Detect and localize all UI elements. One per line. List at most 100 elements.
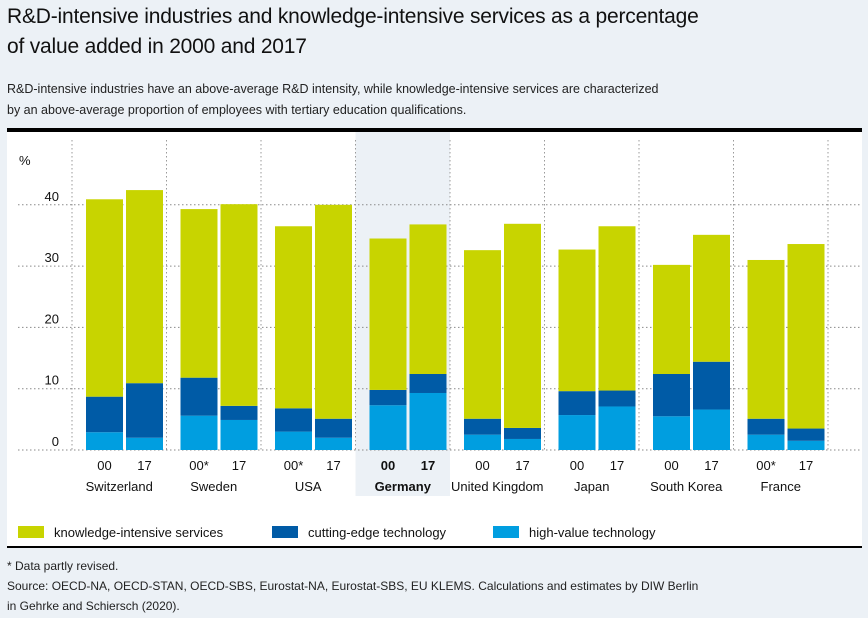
bar-segment-knowledge-intensive-services-japan-00 — [558, 249, 596, 392]
x-tick-label: 00 — [381, 458, 395, 473]
group-label: South Korea — [650, 479, 723, 494]
x-tick-label: 17 — [515, 458, 529, 473]
legend-label-high-value-technology: high-value technology — [529, 524, 656, 540]
chart-subtitle-line-1: R&D-intensive industries have an above-a… — [7, 82, 659, 96]
panel-bottom-rule — [7, 546, 862, 548]
x-tick-label: 17 — [137, 458, 151, 473]
bar-segment-cutting-edge-technology-germany-17 — [409, 373, 447, 393]
bar-segment-knowledge-intensive-services-germany-17 — [409, 224, 447, 374]
x-tick-label: 00* — [284, 458, 304, 473]
bar-segment-high-value-technology-usa-17 — [315, 437, 352, 450]
bar-segment-high-value-technology-south-korea-00 — [653, 416, 690, 450]
bar-segment-high-value-technology-germany-17 — [409, 392, 447, 450]
y-tick-label: 40 — [45, 189, 59, 204]
group-label: France — [761, 479, 801, 494]
bar-segment-high-value-technology-germany-00 — [369, 405, 407, 450]
bar-segment-high-value-technology-united-kingdom-17 — [504, 438, 541, 450]
bar-segment-knowledge-intensive-services-usa-17 — [315, 204, 352, 419]
bar-segment-high-value-technology-usa-00 — [275, 431, 312, 450]
bar-segment-knowledge-intensive-services-south-korea-17 — [693, 234, 730, 362]
group-label: United Kingdom — [451, 479, 544, 494]
x-tick-label: 00 — [475, 458, 489, 473]
y-tick-label: 20 — [45, 311, 59, 326]
bar-segment-knowledge-intensive-services-united-kingdom-17 — [504, 223, 541, 428]
bar-segment-cutting-edge-technology-germany-00 — [369, 389, 407, 406]
y-tick-label: 30 — [45, 250, 59, 265]
bar-segment-high-value-technology-switzerland-00 — [86, 432, 123, 450]
footnote-revised: * Data partly revised. — [7, 559, 119, 573]
x-tick-label: 17 — [799, 458, 813, 473]
legend-label-knowledge-intensive-services: knowledge-intensive services — [54, 524, 224, 540]
bar-segment-high-value-technology-france-00 — [747, 434, 785, 450]
bar-segment-knowledge-intensive-services-usa-00 — [275, 226, 312, 409]
chart-subtitle-line-2: by an above-average proportion of employ… — [7, 103, 467, 117]
bar-segment-cutting-edge-technology-usa-00 — [275, 408, 312, 432]
y-axis-unit-label: % — [19, 153, 31, 168]
x-tick-label: 17 — [232, 458, 246, 473]
x-tick-label: 17 — [704, 458, 718, 473]
bar-segment-high-value-technology-japan-17 — [598, 406, 636, 450]
y-tick-label: 0 — [52, 434, 59, 449]
legend-item-knowledge-intensive-services: knowledge-intensive services — [18, 521, 223, 543]
bar-segment-cutting-edge-technology-japan-17 — [598, 390, 636, 407]
source-line-2: in Gehrke and Schiersch (2020). — [7, 599, 180, 613]
bar-segment-cutting-edge-technology-switzerland-17 — [126, 383, 163, 438]
x-tick-label: 00* — [189, 458, 209, 473]
bar-segment-knowledge-intensive-services-germany-00 — [369, 238, 407, 390]
y-tick-label: 10 — [45, 373, 59, 388]
group-label: Switzerland — [86, 479, 153, 494]
bar-segment-cutting-edge-technology-usa-17 — [315, 418, 352, 438]
bar-segment-knowledge-intensive-services-switzerland-00 — [86, 199, 123, 397]
legend-swatch-high-value-technology — [493, 526, 519, 538]
chart-title: R&D-intensive industries and knowledge-i… — [7, 2, 857, 62]
bar-segment-knowledge-intensive-services-france-00 — [747, 259, 785, 419]
bar-segment-cutting-edge-technology-united-kingdom-00 — [464, 418, 501, 435]
bar-segment-knowledge-intensive-services-united-kingdom-00 — [464, 250, 501, 419]
bar-segment-knowledge-intensive-services-japan-17 — [598, 226, 636, 391]
legend-item-high-value-technology: high-value technology — [493, 521, 655, 543]
x-tick-label: 17 — [326, 458, 340, 473]
bar-segment-cutting-edge-technology-france-17 — [787, 428, 825, 441]
group-label: Germany — [375, 479, 432, 494]
bar-segment-cutting-edge-technology-south-korea-00 — [653, 373, 690, 417]
chart-title-line-2: of value added in 2000 and 2017 — [7, 35, 307, 58]
bar-segment-high-value-technology-switzerland-17 — [126, 437, 163, 450]
bar-segment-knowledge-intensive-services-south-korea-00 — [653, 264, 690, 374]
bar-segment-cutting-edge-technology-south-korea-17 — [693, 361, 730, 410]
source-line-1: Source: OECD-NA, OECD-STAN, OECD-SBS, Eu… — [7, 579, 699, 593]
bar-segment-knowledge-intensive-services-france-17 — [787, 244, 825, 429]
bar-segment-cutting-edge-technology-united-kingdom-17 — [504, 427, 541, 439]
chart-legend: knowledge-intensive services cutting-edg… — [7, 521, 862, 543]
bar-segment-cutting-edge-technology-france-00 — [747, 418, 785, 435]
legend-swatch-cutting-edge-technology — [272, 526, 298, 538]
x-tick-label: 00 — [570, 458, 584, 473]
bar-segment-knowledge-intensive-services-switzerland-17 — [126, 190, 163, 384]
bar-segment-cutting-edge-technology-sweden-00 — [180, 377, 218, 416]
bar-segment-high-value-technology-sweden-00 — [180, 415, 218, 450]
chart-title-line-1: R&D-intensive industries and knowledge-i… — [7, 5, 699, 28]
x-tick-label: 17 — [421, 458, 435, 473]
x-tick-label: 00* — [756, 458, 776, 473]
bar-segment-cutting-edge-technology-switzerland-00 — [86, 396, 123, 433]
bar-segment-high-value-technology-south-korea-17 — [693, 409, 730, 450]
bar-segment-high-value-technology-france-17 — [787, 440, 825, 450]
chart-footer: * Data partly revised. Source: OECD-NA, … — [7, 556, 862, 616]
x-tick-label: 00 — [664, 458, 678, 473]
bar-segment-cutting-edge-technology-sweden-17 — [220, 405, 258, 420]
legend-swatch-knowledge-intensive-services — [18, 526, 44, 538]
legend-label-cutting-edge-technology: cutting-edge technology — [308, 524, 447, 540]
bar-segment-cutting-edge-technology-japan-00 — [558, 391, 596, 416]
bar-segment-knowledge-intensive-services-sweden-17 — [220, 204, 258, 406]
legend-item-cutting-edge-technology: cutting-edge technology — [272, 521, 446, 543]
x-tick-label: 00 — [97, 458, 111, 473]
group-label: Sweden — [190, 479, 237, 494]
group-label: USA — [295, 479, 322, 494]
bar-segment-high-value-technology-united-kingdom-00 — [464, 434, 501, 450]
bar-segment-high-value-technology-japan-00 — [558, 415, 596, 450]
x-tick-label: 17 — [610, 458, 624, 473]
bar-segment-knowledge-intensive-services-sweden-00 — [180, 209, 218, 378]
stacked-bar-chart: 0 10 20 30 40% 00 17 00* 17 00* 17 00 17 00 17 00 17 00 17… — [18, 132, 860, 496]
group-label: Japan — [574, 479, 609, 494]
bar-segment-high-value-technology-sweden-17 — [220, 419, 258, 450]
chart-subtitle: R&D-intensive industries have an above-a… — [7, 79, 857, 121]
